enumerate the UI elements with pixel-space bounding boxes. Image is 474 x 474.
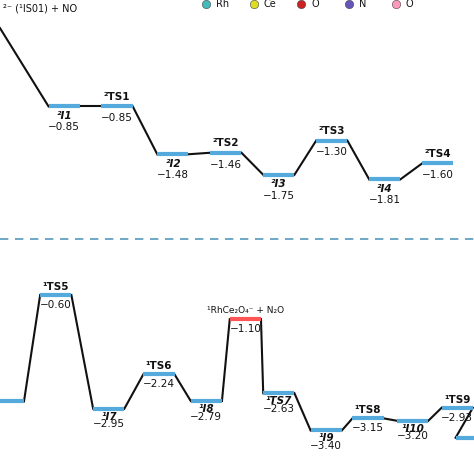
Text: −2.93: −2.93 xyxy=(441,412,473,422)
Text: −0.60: −0.60 xyxy=(40,300,72,310)
Text: −3.20: −3.20 xyxy=(397,431,428,441)
Text: −2.95: −2.95 xyxy=(93,419,125,429)
Text: ²TS3: ²TS3 xyxy=(319,126,345,136)
Text: ²I4: ²I4 xyxy=(377,184,392,194)
Text: −1.10: −1.10 xyxy=(229,324,261,334)
Text: ²⁻ (¹IS01) + NO: ²⁻ (¹IS01) + NO xyxy=(3,3,77,13)
Text: O: O xyxy=(406,0,414,9)
Text: ²I1: ²I1 xyxy=(56,111,72,121)
Text: ¹I8: ¹I8 xyxy=(199,404,214,414)
Text: −1.60: −1.60 xyxy=(422,170,454,180)
Text: ¹TS7: ¹TS7 xyxy=(265,396,292,406)
Text: −0.85: −0.85 xyxy=(48,122,80,132)
Text: N: N xyxy=(358,0,366,9)
Text: ¹TS6: ¹TS6 xyxy=(146,362,172,372)
Text: −1.46: −1.46 xyxy=(210,160,242,170)
Text: −3.15: −3.15 xyxy=(352,423,384,433)
Text: ¹I7: ¹I7 xyxy=(101,411,117,421)
Text: ¹TS5: ¹TS5 xyxy=(43,282,69,292)
Text: −1.30: −1.30 xyxy=(316,147,348,157)
Text: −1.48: −1.48 xyxy=(157,170,189,180)
Text: Ce: Ce xyxy=(264,0,276,9)
Text: −2.63: −2.63 xyxy=(263,404,295,414)
Text: Rh: Rh xyxy=(216,0,229,9)
Text: −1.81: −1.81 xyxy=(369,195,401,205)
Text: −2.24: −2.24 xyxy=(143,379,175,389)
Text: ²TS2: ²TS2 xyxy=(213,138,239,148)
Text: −2.79: −2.79 xyxy=(191,411,222,421)
Text: ²I3: ²I3 xyxy=(271,179,287,189)
Text: ¹TS8: ¹TS8 xyxy=(355,405,381,416)
Text: ¹TS9: ¹TS9 xyxy=(444,395,471,405)
Text: ¹RhCe₂O₄⁻ + N₂O: ¹RhCe₂O₄⁻ + N₂O xyxy=(207,306,284,315)
Text: ¹I9: ¹I9 xyxy=(319,433,334,443)
Text: O: O xyxy=(311,0,319,9)
Text: ¹I10: ¹I10 xyxy=(401,424,424,434)
Text: ²TS1: ²TS1 xyxy=(104,92,130,102)
Text: −1.75: −1.75 xyxy=(263,191,295,201)
Text: ²TS4: ²TS4 xyxy=(424,149,451,159)
Text: −3.40: −3.40 xyxy=(310,441,342,451)
Text: ²I2: ²I2 xyxy=(165,159,181,169)
Text: −0.85: −0.85 xyxy=(101,113,133,123)
